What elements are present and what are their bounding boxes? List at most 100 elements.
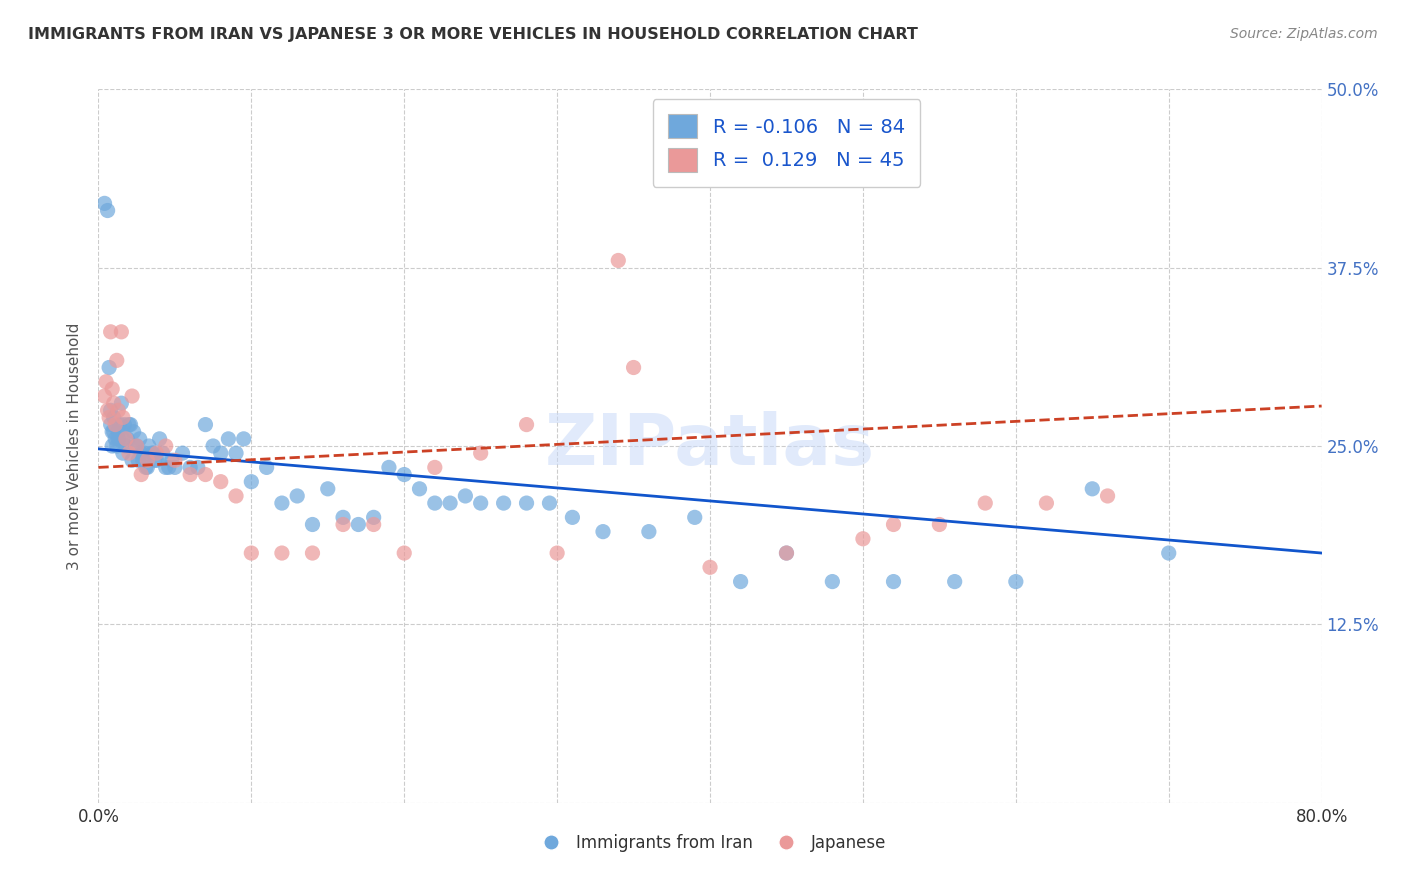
Point	[118, 417, 141, 432]
Point	[122, 425, 145, 439]
Point	[105, 353, 128, 368]
Text: IMMIGRANTS FROM IRAN VS JAPANESE 3 OR MORE VEHICLES IN HOUSEHOLD CORRELATION CHA: IMMIGRANTS FROM IRAN VS JAPANESE 3 OR MO…	[28, 27, 918, 42]
Point	[392, 546, 416, 560]
Point	[97, 203, 120, 218]
Point	[163, 460, 186, 475]
Point	[101, 382, 124, 396]
Point	[104, 432, 127, 446]
Point	[378, 460, 401, 475]
Point	[118, 446, 141, 460]
Point	[561, 510, 583, 524]
Point	[1081, 482, 1104, 496]
Point	[117, 432, 139, 446]
Point	[538, 496, 561, 510]
Point	[160, 453, 183, 467]
Point	[134, 446, 156, 460]
Point	[285, 489, 308, 503]
Point	[111, 446, 134, 460]
Point	[423, 496, 446, 510]
Point	[93, 389, 115, 403]
Point	[127, 453, 149, 467]
Point	[129, 467, 152, 482]
Point	[775, 546, 797, 560]
Point	[163, 453, 186, 467]
Point	[516, 496, 538, 510]
Point	[225, 489, 247, 503]
Point	[111, 410, 134, 425]
Point	[470, 446, 492, 460]
Point	[100, 403, 122, 417]
Point	[1157, 546, 1180, 560]
Point	[202, 439, 225, 453]
Point	[172, 446, 194, 460]
Point	[240, 546, 263, 560]
Point	[107, 425, 129, 439]
Point	[142, 446, 165, 460]
Point	[179, 467, 201, 482]
Point	[301, 546, 323, 560]
Legend: Immigrants from Iran, Japanese: Immigrants from Iran, Japanese	[527, 828, 893, 859]
Point	[103, 425, 125, 439]
Point	[110, 396, 132, 410]
Point	[363, 510, 385, 524]
Point	[363, 517, 385, 532]
Point	[217, 432, 239, 446]
Point	[136, 460, 159, 475]
Point	[129, 446, 152, 460]
Point	[145, 446, 167, 460]
Point	[194, 467, 217, 482]
Point	[132, 453, 155, 467]
Point	[256, 460, 278, 475]
Point	[101, 425, 124, 439]
Point	[115, 439, 138, 453]
Point	[145, 453, 167, 467]
Point	[100, 325, 122, 339]
Point	[301, 517, 323, 532]
Point	[124, 439, 146, 453]
Point	[546, 546, 568, 560]
Point	[623, 360, 645, 375]
Point	[270, 546, 292, 560]
Point	[492, 496, 515, 510]
Point	[194, 417, 217, 432]
Point	[683, 510, 706, 524]
Point	[592, 524, 614, 539]
Point	[104, 417, 127, 432]
Point	[423, 460, 446, 475]
Point	[110, 325, 132, 339]
Point	[107, 403, 129, 417]
Point	[1035, 496, 1057, 510]
Point	[98, 410, 121, 425]
Point	[943, 574, 966, 589]
Point	[115, 432, 138, 446]
Text: ZIPatlas: ZIPatlas	[546, 411, 875, 481]
Point	[232, 432, 254, 446]
Point	[125, 439, 148, 453]
Point	[928, 517, 950, 532]
Point	[103, 410, 125, 425]
Point	[637, 524, 661, 539]
Point	[155, 460, 177, 475]
Point	[105, 439, 128, 453]
Point	[316, 482, 339, 496]
Point	[821, 574, 844, 589]
Point	[136, 453, 159, 467]
Point	[94, 375, 117, 389]
Point	[125, 439, 148, 453]
Point	[392, 467, 416, 482]
Point	[730, 574, 752, 589]
Point	[883, 517, 905, 532]
Point	[97, 403, 120, 417]
Point	[103, 396, 125, 410]
Point	[121, 389, 143, 403]
Point	[1097, 489, 1119, 503]
Point	[1004, 574, 1026, 589]
Point	[143, 453, 166, 467]
Point	[101, 439, 124, 453]
Point	[187, 460, 209, 475]
Point	[93, 196, 115, 211]
Point	[100, 417, 122, 432]
Point	[270, 496, 292, 510]
Point	[112, 417, 135, 432]
Point	[883, 574, 905, 589]
